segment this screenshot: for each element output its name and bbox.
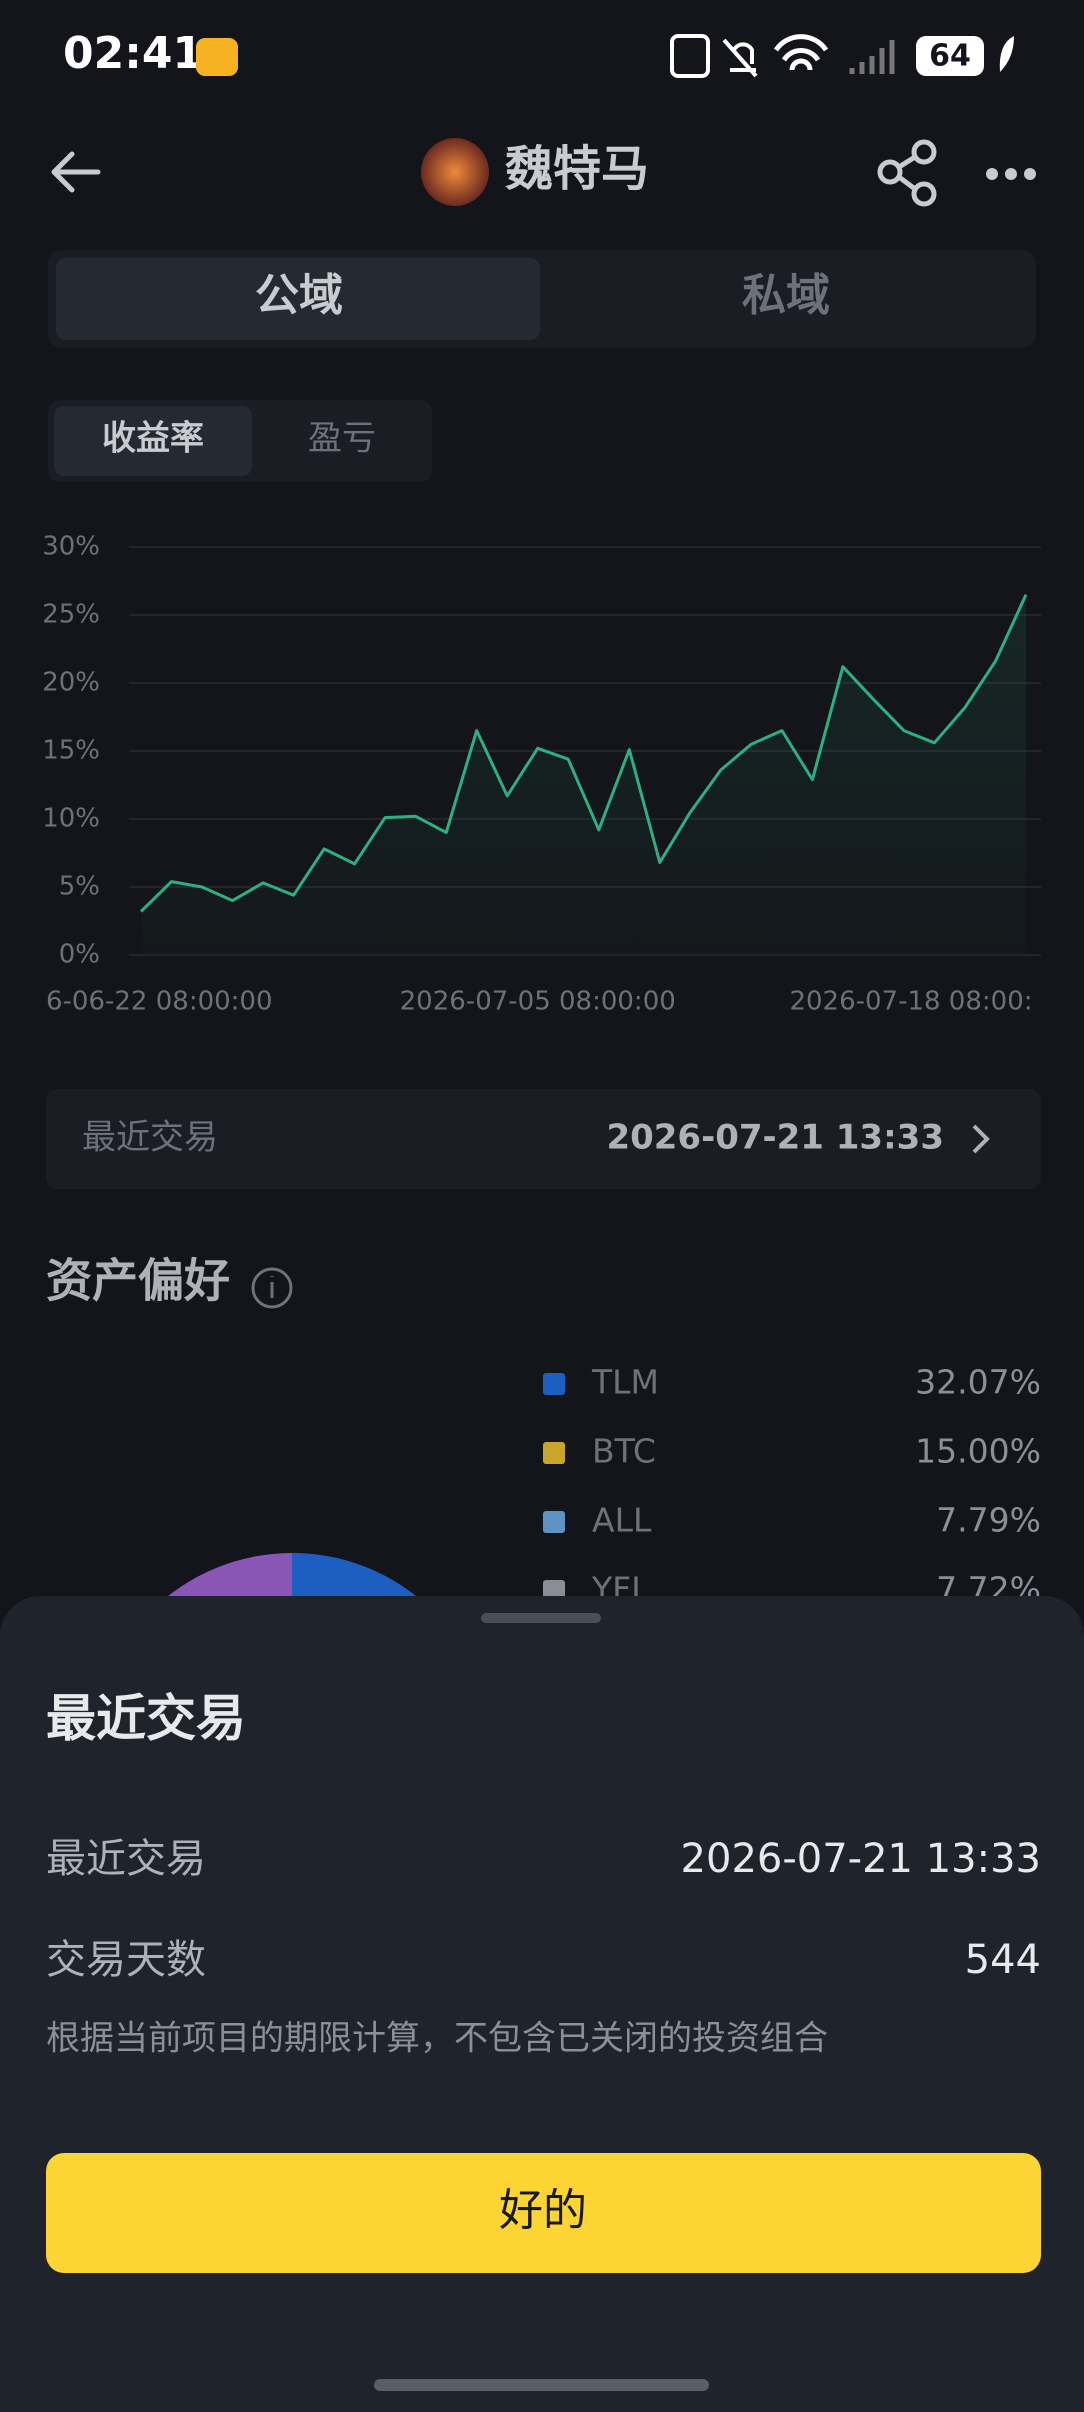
header-title: 魏特马 <box>505 141 649 197</box>
ok-button-label[interactable]: 好的 <box>499 2185 587 2236</box>
status-time: 02:41 <box>63 28 203 79</box>
x-tick-label: 2026-07-18 08:00: <box>789 987 1032 1017</box>
back-button[interactable] <box>51 151 101 193</box>
nfc-icon <box>670 34 710 78</box>
battery-level: 64 <box>929 39 971 74</box>
sheet-row-label: 交易天数 <box>46 1937 206 1983</box>
recent-trade-row[interactable] <box>46 1089 1041 1189</box>
y-tick-label: 30% <box>42 532 100 562</box>
sub-tab-active[interactable] <box>54 406 252 476</box>
legend-value: 7.79% <box>936 1501 1041 1540</box>
chevron <box>972 1124 990 1154</box>
legend-swatch <box>543 1373 565 1395</box>
x-tick-label: 2026-07-05 08:00:00 <box>400 987 676 1017</box>
avatar[interactable] <box>421 138 489 206</box>
sheet-title: 最近交易 <box>46 1690 246 1748</box>
more-button[interactable] <box>986 168 1036 180</box>
line <box>139 593 1028 913</box>
x-axis-labels: 6-06-22 08:00:00 2026-07-05 08:00:00 2026-… <box>46 987 1033 1017</box>
legend-label: ALL <box>592 1501 652 1540</box>
wifi-icon <box>773 34 829 71</box>
y-tick-label: 15% <box>42 736 100 766</box>
x-tick-label: 6-06-22 08:00:00 <box>46 987 273 1017</box>
line-area <box>141 594 1026 955</box>
tab[interactable]: 公域 <box>255 270 343 321</box>
info-icon[interactable] <box>251 1267 293 1309</box>
legend-swatch <box>543 1442 565 1464</box>
legend-label: BTC <box>592 1432 656 1471</box>
sheet-row-value: 2026-07-21 13:33 <box>681 1836 1041 1882</box>
y-tick-label: 5% <box>59 872 100 902</box>
y-tick-label: 10% <box>42 804 100 834</box>
tab[interactable]: 私域 <box>742 270 830 321</box>
home-indicator <box>374 2379 709 2391</box>
sub-tab[interactable]: 收益率 <box>102 419 204 459</box>
return-chart: 0% 5% 10% 15% 20% 25% 30% 6-06-22 08:00:00 2026-… <box>42 532 1041 1017</box>
sub-tab[interactable]: 盈亏 <box>308 419 376 459</box>
recent-trade-value: 2026-07-21 13:33 <box>606 1118 944 1158</box>
mute-icon <box>722 38 758 78</box>
y-tick-label: 0% <box>59 940 100 970</box>
sheet-handle[interactable] <box>481 1613 601 1623</box>
sheet-row-value: 544 <box>965 1937 1041 1983</box>
recent-trade-label: 最近交易 <box>82 1118 218 1158</box>
tab-active[interactable] <box>56 258 540 340</box>
signal-icon <box>849 40 895 74</box>
sheet-row-label: 最近交易 <box>46 1836 206 1882</box>
leaf-icon <box>999 36 1014 72</box>
legend-swatch <box>543 1511 565 1533</box>
section-title: 资产偏好 <box>46 1254 230 1308</box>
notification-icon <box>196 38 238 76</box>
legend-value: 15.00% <box>915 1432 1041 1471</box>
battery-icon <box>916 36 984 76</box>
y-tick-label: 20% <box>42 668 100 698</box>
legend-label: TLM <box>591 1363 659 1402</box>
ok-button[interactable] <box>46 2153 1041 2273</box>
y-tick-label: 25% <box>42 600 100 630</box>
share-button[interactable] <box>877 139 937 207</box>
legend-value: 32.07% <box>915 1363 1041 1402</box>
sheet-note: 根据当前项目的期限计算，不包含已关闭的投资组合 <box>46 2019 828 2059</box>
